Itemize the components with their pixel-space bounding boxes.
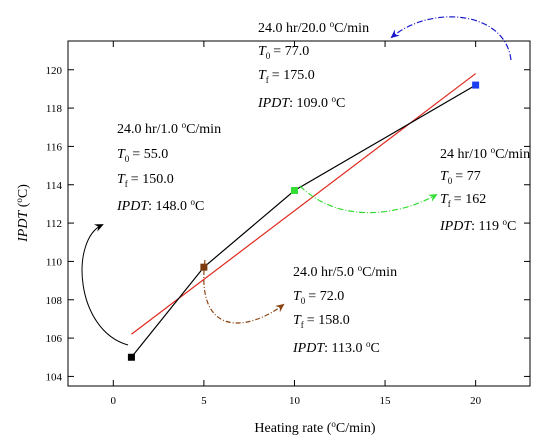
x-tick-label-2: 10 (289, 395, 301, 407)
annotation-4-t0: T0 = 77.0 (258, 44, 309, 61)
plot-frame (67, 40, 531, 387)
annotation-1-title: 24.0 hr/1.0 oC/min (117, 120, 221, 137)
data-point-4 (472, 81, 480, 89)
annotation-3-tf: Tf = 162 (440, 192, 486, 209)
annotation-arrow-3 (299, 185, 438, 214)
annotation-4-ipdt: IPDT: 109.0 oC (257, 94, 345, 111)
annotation-1-tf: Tf = 150.0 (117, 172, 174, 189)
y-tick-label-5: 114 (46, 180, 63, 192)
annotation-4-title: 24.0 hr/20.0 oC/min (258, 19, 369, 36)
y-tick-label-8: 120 (46, 65, 63, 77)
data-point-1 (127, 353, 135, 361)
annotation-2-title: 24.0 hr/5.0 oC/min (293, 263, 397, 280)
annotation-arrow-2 (203, 259, 285, 324)
annotation-arrow-4 (390, 16, 512, 61)
annotation-3-ipdt: IPDT: 119 oC (439, 217, 516, 234)
x-tick-label-3: 15 (380, 395, 392, 407)
y-tick-label-1: 106 (46, 333, 63, 345)
y-tick-label-4: 112 (46, 218, 62, 230)
x-tick-label-1: 5 (201, 395, 207, 407)
annotation-3-title: 24 hr/10 oC/min (440, 145, 530, 162)
annotation-4-tf: Tf = 175.0 (258, 68, 315, 85)
annotation-1-ipdt: IPDT: 148.0 oC (116, 197, 204, 214)
annotation-3: 24 hr/10 oC/min T0 = 77 Tf = 162 IPDT: 119… (439, 145, 530, 234)
x-tick-label-0: 0 (111, 395, 117, 407)
y-axis-label: IPDT (oC) (14, 184, 31, 243)
fit-line (131, 73, 477, 335)
annotation-2-tf: Tf = 158.0 (293, 313, 350, 330)
x-axis-label: Heating rate (oC/min) (254, 419, 375, 436)
annotation-1-t0: T0 = 55.0 (117, 147, 168, 164)
data-point-2 (200, 263, 208, 271)
annotation-4: 24.0 hr/20.0 oC/min T0 = 77.0 Tf = 175.0 I… (257, 19, 369, 111)
annotation-arrow-1 (81, 224, 129, 346)
annotation-2: 24.0 hr/5.0 oC/min T0 = 72.0 Tf = 158.0 IP… (292, 263, 397, 356)
y-tick-label-2: 108 (46, 295, 63, 307)
y-tick-label-0: 104 (46, 371, 63, 383)
annotation-3-t0: T0 = 77 (440, 169, 481, 186)
annotation-2-ipdt: IPDT: 113.0 oC (292, 339, 380, 356)
annotation-2-t0: T0 = 72.0 (293, 289, 344, 306)
x-tick-label-4: 20 (470, 395, 482, 407)
y-tick-label-7: 118 (46, 103, 63, 115)
y-tick-label-6: 116 (46, 141, 63, 153)
data-connect-line (130, 84, 476, 358)
annotation-1: 24.0 hr/1.0 oC/min T0 = 55.0 Tf = 150.0 IP… (116, 120, 221, 214)
data-point-3 (290, 187, 298, 194)
y-tick-label-3: 110 (46, 256, 63, 268)
